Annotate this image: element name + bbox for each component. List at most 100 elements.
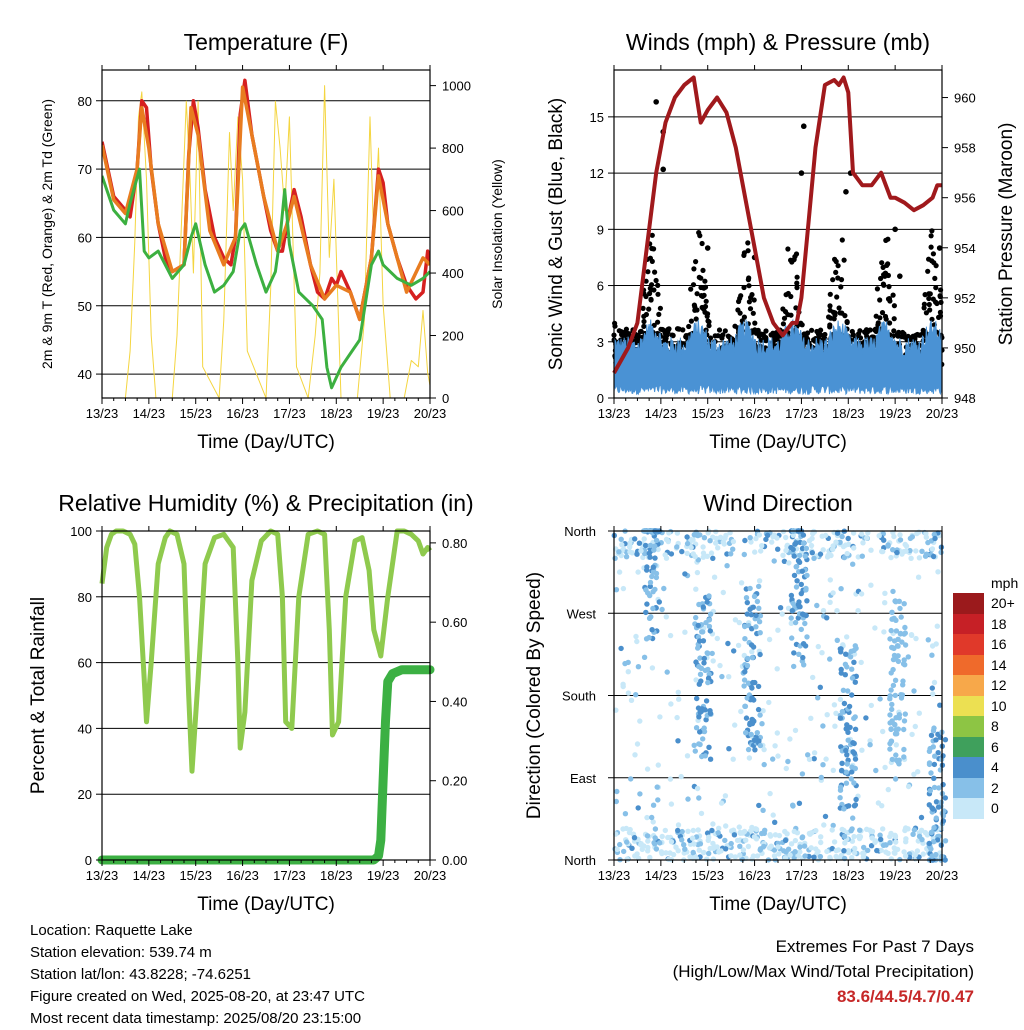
gust-point	[655, 291, 661, 297]
direction-point	[838, 666, 844, 673]
gust-point	[874, 286, 881, 292]
extremes-title: Extremes For Past 7 Days	[775, 937, 974, 956]
x-tick-label: 20/23	[414, 868, 447, 883]
gust-point	[878, 275, 884, 282]
direction-point	[697, 655, 703, 661]
direction-point	[818, 774, 824, 781]
direction-point	[687, 854, 693, 860]
direction-point	[717, 662, 723, 669]
direction-point	[893, 839, 899, 845]
direction-point	[797, 552, 803, 559]
direction-point	[701, 849, 707, 856]
direction-point	[908, 632, 915, 638]
direction-point	[661, 585, 667, 592]
direction-point	[700, 550, 707, 556]
direction-point	[730, 538, 737, 545]
x-tick-label: 20/23	[926, 406, 959, 421]
y2-axis-label: Solar Insolation (Yellow)	[489, 159, 505, 309]
direction-point	[792, 837, 799, 844]
direction-point	[829, 827, 835, 833]
y2-tick-label: 800	[442, 141, 464, 156]
direction-point	[837, 696, 844, 703]
direction-point	[801, 662, 807, 668]
y2-tick-label: 954	[954, 241, 976, 256]
direction-point	[675, 822, 682, 828]
direction-point	[656, 599, 662, 605]
direction-point	[888, 627, 894, 634]
gust-point	[750, 310, 756, 316]
direction-point	[750, 679, 756, 686]
direction-point	[650, 569, 657, 575]
direction-point	[911, 771, 917, 777]
direction-point	[835, 847, 842, 853]
gust-point	[880, 264, 886, 270]
y-tick-label: 20	[78, 787, 92, 802]
extremes-subtitle: (High/Low/Max Wind/Total Precipitation)	[672, 962, 974, 981]
colorbar-row: 2	[953, 777, 1013, 798]
direction-point	[691, 841, 697, 847]
direction-point	[739, 856, 745, 862]
direction-point	[842, 661, 849, 667]
direction-point	[850, 561, 856, 567]
gust-point	[647, 290, 653, 297]
direction-point	[940, 753, 946, 759]
direction-point	[642, 542, 649, 549]
direction-point	[848, 828, 854, 834]
gust-point	[887, 320, 893, 326]
direction-point	[783, 765, 789, 772]
direction-point	[700, 638, 707, 644]
gust-point	[616, 328, 622, 334]
direction-point	[663, 850, 669, 856]
direction-point	[809, 550, 815, 556]
direction-point	[706, 834, 712, 840]
x-tick-label: 14/23	[645, 868, 678, 883]
direction-point	[804, 572, 810, 579]
direction-point	[744, 599, 750, 606]
direction-point	[803, 587, 809, 593]
direction-point	[776, 851, 782, 857]
direction-point	[738, 708, 744, 715]
direction-point	[627, 544, 633, 550]
direction-point	[788, 841, 795, 847]
direction-point	[844, 752, 850, 758]
direction-point	[822, 532, 829, 539]
direction-point	[847, 724, 853, 731]
direction-point	[837, 715, 844, 721]
direction-point	[851, 780, 857, 786]
gust-point	[623, 326, 630, 332]
direction-point	[693, 614, 699, 621]
direction-point	[709, 827, 715, 834]
direction-point	[631, 835, 638, 841]
direction-point	[942, 737, 949, 743]
direction-point	[674, 714, 680, 721]
direction-point	[900, 678, 906, 684]
direction-point	[692, 553, 698, 560]
direction-point	[841, 806, 847, 812]
gust-point	[694, 291, 700, 297]
gust-point	[809, 327, 815, 333]
gust-point	[794, 285, 800, 291]
gust-point	[827, 322, 833, 328]
direction-point	[824, 615, 830, 621]
direction-point	[659, 606, 665, 613]
direction-point	[930, 728, 937, 734]
direction-point	[839, 760, 845, 766]
gust-point	[886, 284, 892, 290]
direction-point	[655, 546, 661, 553]
direction-point	[894, 731, 900, 737]
direction-point	[744, 611, 750, 617]
direction-point	[747, 606, 753, 612]
direction-point	[933, 737, 939, 743]
direction-point	[889, 706, 895, 713]
x-axis-label: Time (Day/UTC)	[197, 894, 335, 915]
gust-point	[838, 284, 844, 290]
direction-point	[730, 756, 736, 762]
direction-point	[935, 750, 941, 756]
direction-point	[834, 637, 840, 643]
direction-point	[795, 615, 801, 621]
direction-point	[927, 788, 933, 794]
direction-point	[809, 830, 815, 836]
direction-point	[902, 630, 908, 636]
direction-point	[882, 764, 888, 771]
direction-point	[837, 539, 843, 545]
